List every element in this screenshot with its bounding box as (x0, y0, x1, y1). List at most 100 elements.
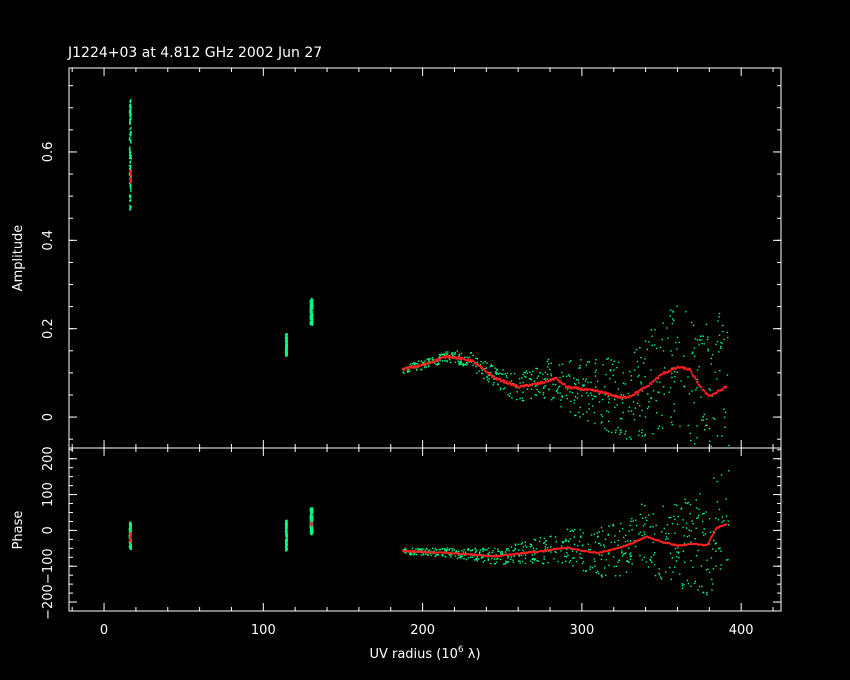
data-point (444, 555, 447, 558)
data-point (703, 534, 705, 536)
data-point (441, 548, 443, 550)
data-point (550, 375, 553, 377)
data-point (693, 355, 696, 358)
data-point (285, 522, 288, 525)
data-point (550, 373, 552, 375)
data-point (499, 372, 501, 374)
data-point (425, 553, 427, 555)
data-point (484, 361, 486, 363)
data-point (549, 368, 551, 371)
data-point (128, 148, 131, 150)
data-point (674, 376, 676, 378)
amplitude-ticks: 00.20.40.6 (41, 85, 781, 440)
data-point (641, 559, 643, 561)
data-point (722, 330, 724, 333)
data-point (404, 551, 406, 554)
data-point (673, 515, 675, 517)
data-point (720, 550, 722, 552)
data-point (449, 361, 452, 364)
model-point (605, 391, 608, 394)
data-point (687, 582, 690, 585)
data-point (484, 367, 486, 370)
data-point (706, 559, 708, 561)
data-point (530, 388, 533, 390)
data-point (441, 360, 444, 362)
data-point (720, 474, 723, 476)
data-point (635, 348, 638, 351)
model-point (709, 537, 712, 540)
data-point (609, 377, 611, 380)
data-point (445, 351, 447, 353)
model-point (549, 378, 552, 380)
data-point (591, 394, 593, 397)
data-point (573, 399, 576, 401)
data-point (464, 551, 467, 553)
data-point (615, 429, 617, 431)
data-point (681, 585, 684, 587)
data-point (129, 110, 132, 113)
data-point (569, 560, 572, 562)
data-point (410, 553, 413, 556)
data-point (129, 194, 131, 196)
data-point (629, 540, 632, 542)
data-point (580, 359, 582, 361)
data-point (649, 558, 651, 561)
model-point (401, 367, 404, 370)
data-point (129, 166, 132, 168)
data-point (584, 380, 587, 382)
data-point (130, 524, 132, 527)
data-point (710, 557, 713, 559)
model-point (687, 368, 690, 371)
data-point (683, 355, 685, 357)
data-point (428, 360, 430, 362)
data-point (629, 558, 632, 561)
model-point (499, 378, 501, 380)
data-point (674, 548, 677, 550)
data-point (130, 142, 132, 144)
data-point (496, 368, 498, 370)
data-point (641, 409, 643, 412)
data-point (457, 550, 459, 553)
data-point (578, 382, 580, 384)
data-point (573, 402, 575, 404)
data-point (625, 552, 627, 554)
data-point (700, 565, 703, 567)
data-point (588, 361, 591, 363)
data-point (629, 553, 631, 556)
data-point (647, 406, 650, 408)
data-point (670, 350, 672, 352)
data-point (471, 549, 473, 552)
data-point (424, 549, 426, 551)
data-point (595, 358, 597, 361)
data-point (443, 353, 445, 355)
data-point (661, 338, 663, 341)
data-point (409, 552, 411, 555)
data-point (697, 549, 699, 552)
data-point (616, 404, 618, 406)
data-point (310, 299, 313, 302)
data-point (607, 534, 609, 536)
data-point (480, 557, 483, 559)
data-point (673, 403, 675, 405)
data-point (499, 387, 502, 389)
data-point (542, 542, 545, 545)
data-point (695, 527, 697, 529)
data-point (622, 553, 625, 555)
model-point (613, 394, 616, 397)
data-point (461, 364, 464, 366)
data-point (537, 375, 540, 377)
data-point (311, 518, 314, 520)
data-point (669, 516, 672, 519)
data-point (129, 184, 132, 187)
data-point (514, 547, 516, 550)
data-point (452, 548, 454, 550)
data-point (706, 418, 708, 421)
data-point (436, 554, 439, 556)
data-point (581, 384, 584, 386)
data-point (529, 378, 532, 380)
data-point (517, 554, 520, 556)
data-point (414, 362, 416, 364)
model-point (536, 382, 538, 385)
data-point (471, 556, 474, 558)
data-point (557, 386, 560, 388)
